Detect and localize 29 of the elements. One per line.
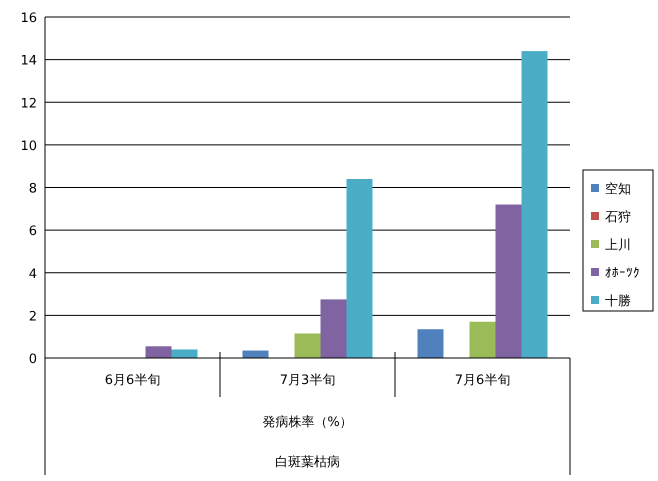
x-tick-label: 7月6半旬 (454, 373, 510, 388)
bar (346, 178, 372, 358)
x-tick-label: 7月3半旬 (280, 373, 336, 388)
bar (242, 350, 268, 358)
y-tick-label: 0 (28, 352, 37, 367)
y-tick-label: 10 (20, 138, 37, 154)
legend-label: ｵﾎｰﾂｸ (605, 266, 640, 281)
x-axis-title: 発病株率（%） (262, 414, 353, 430)
text: 白斑葉枯病 (275, 455, 340, 470)
legend-label: 十勝 (605, 294, 631, 309)
y-tick-label: 14 (20, 54, 37, 69)
y-tick-label: 4 (28, 266, 37, 282)
y-tick-label: 12 (20, 96, 37, 112)
legend-label: 石狩 (605, 210, 631, 225)
y-tick-label: 8 (28, 182, 37, 196)
bar (294, 333, 320, 358)
bar (320, 299, 346, 358)
legend-label: 空知 (605, 182, 631, 197)
y-tick-label: 6 (28, 224, 37, 240)
bar (172, 349, 198, 358)
bar (496, 204, 522, 358)
bar (418, 329, 444, 358)
bar (470, 322, 496, 358)
legend-label: 上川 (605, 238, 631, 253)
bar (146, 346, 172, 358)
y-tick-label: 16 (20, 11, 37, 26)
y-tick-label: 2 (28, 309, 37, 324)
x-tick-label: 6月6半旬 (104, 373, 160, 388)
bar (522, 51, 548, 358)
